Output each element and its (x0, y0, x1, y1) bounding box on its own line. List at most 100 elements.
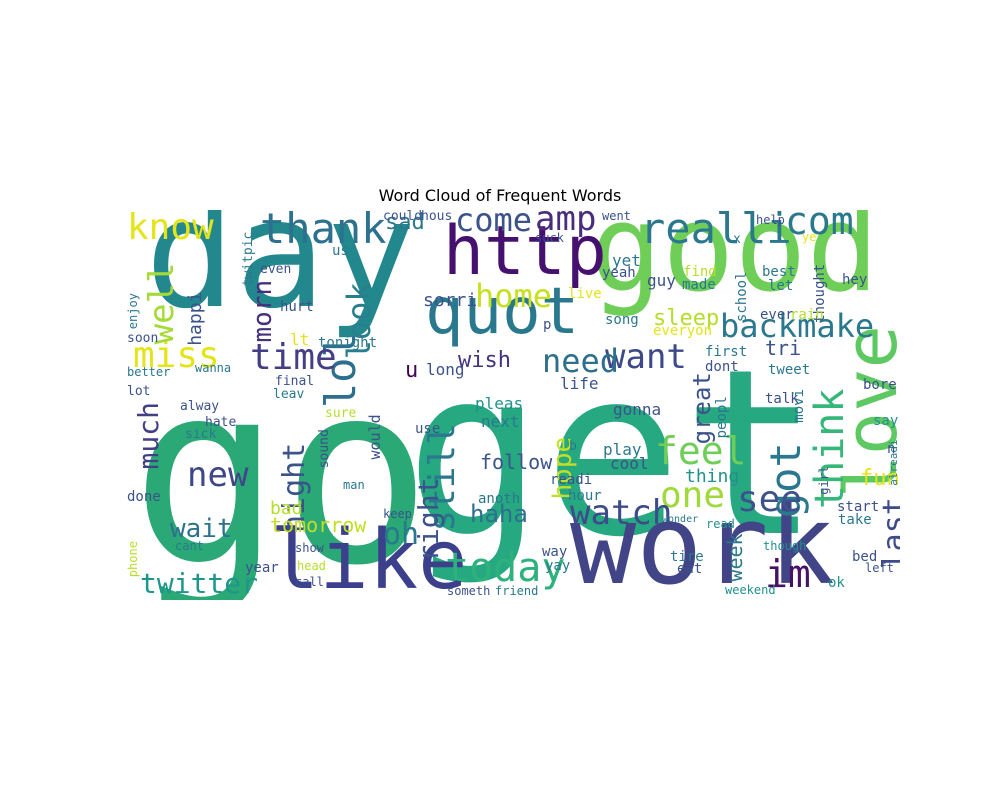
word-p: p (543, 317, 552, 333)
word-ok: ok (828, 575, 845, 591)
word-realli: realli (640, 210, 792, 253)
word-movi: movi (791, 389, 807, 423)
word-enjoy: enjoy (126, 293, 140, 330)
word-would: would (366, 414, 384, 460)
word-know: know (127, 210, 214, 248)
word-ye: ye (802, 230, 817, 244)
word-show: show (295, 541, 324, 555)
word-keep: keep (383, 507, 412, 521)
word-n: n (887, 441, 896, 457)
word-like: like (270, 513, 468, 601)
word-hour: hour (568, 488, 602, 504)
word-weekend: weekend (725, 583, 776, 597)
word-best: best (762, 264, 796, 280)
word-lt: lt (290, 330, 310, 349)
word-fun: fun (860, 466, 900, 491)
word-quot: quot (425, 275, 580, 349)
word-life: life (560, 374, 599, 393)
word-peopl: peopl (714, 396, 730, 439)
word-need: need (542, 342, 620, 380)
word-hate: hate (205, 415, 237, 430)
word-girl: girl (817, 465, 831, 495)
word-yay: yay (545, 558, 571, 574)
word-get: get (405, 321, 821, 588)
word-work: work (570, 481, 835, 600)
word-call: call (295, 575, 324, 589)
word-eat: eat (677, 561, 703, 577)
word-sorri: sorri (423, 290, 478, 311)
word-head: head (297, 559, 326, 573)
word-haha: haha (470, 500, 528, 528)
word-come: come (455, 210, 533, 239)
word-live: live (568, 286, 602, 302)
word-leav: leav (273, 387, 305, 402)
word-left: left (865, 561, 894, 575)
word-want: want (605, 337, 687, 377)
word-new: new (187, 455, 249, 495)
word-done: done (127, 489, 161, 505)
word-gonna: gonna (613, 400, 662, 419)
word-bad: bad (270, 498, 303, 519)
word-morn: morn (248, 279, 278, 343)
word-cant: cant (175, 539, 204, 553)
word-went: went (602, 210, 631, 223)
word-find: find (683, 264, 717, 280)
word-thank: thank (260, 210, 387, 253)
page-title: Word Cloud of Frequent Words (378, 186, 622, 205)
word-though: though (763, 539, 807, 553)
word-made: made (682, 277, 716, 293)
word-go: go (131, 329, 433, 600)
word-better: better (127, 365, 171, 379)
word-great: great (688, 372, 716, 445)
word-tri: tri (765, 336, 802, 360)
word-soon: soon (127, 331, 159, 346)
word-amp: amp (535, 210, 597, 239)
word-b: b (569, 439, 577, 454)
word-time: time (250, 337, 337, 378)
word-follow: follow (480, 450, 553, 474)
word-let: let (768, 278, 794, 294)
word-one: one (660, 475, 726, 516)
word-read: read (706, 517, 735, 531)
word-tire: tire (670, 549, 704, 565)
word-rain: rain (790, 307, 824, 323)
word-bore: bore (863, 377, 897, 393)
word-last: last (877, 497, 900, 570)
word-wonder: wonder (662, 514, 699, 525)
word-school: school (734, 271, 750, 323)
word-right: right (412, 477, 445, 562)
word-cloud: go get day good work like love http quot today rea… (125, 210, 900, 600)
word-bed: bed (852, 549, 878, 565)
word-hurt: hurt (280, 299, 314, 315)
word-backmake: backmake (720, 307, 875, 345)
word-final: final (275, 374, 315, 389)
word-everyon: everyon (653, 323, 713, 339)
word-take: take (838, 512, 872, 528)
word-song: song (605, 312, 639, 328)
word-home: home (475, 277, 553, 315)
word-man: man (343, 478, 365, 492)
word-sound: sound (317, 429, 332, 469)
word-wait: wait (170, 514, 233, 544)
word-hous: hous (421, 210, 453, 224)
word-next: next (481, 412, 520, 431)
word-dont: dont (705, 359, 739, 375)
word-x: x (733, 232, 741, 247)
word-good: good (590, 210, 879, 319)
word-us: us (332, 243, 349, 259)
word-watch: watch (570, 493, 673, 533)
word-alway: alway (180, 399, 220, 414)
word-oh: oh (383, 517, 420, 552)
word-feel: feel (655, 429, 747, 473)
word-suck: suck (535, 231, 564, 245)
word-play: play (603, 440, 642, 459)
word-u: u (405, 358, 419, 383)
word-com: com (785, 210, 854, 243)
word-start: start (837, 499, 880, 515)
word-even: even (260, 262, 292, 277)
word-use: use (415, 421, 441, 437)
word-twitpic: twitpic (241, 231, 256, 287)
word-im: im (765, 552, 811, 596)
word-long: long (426, 360, 465, 379)
